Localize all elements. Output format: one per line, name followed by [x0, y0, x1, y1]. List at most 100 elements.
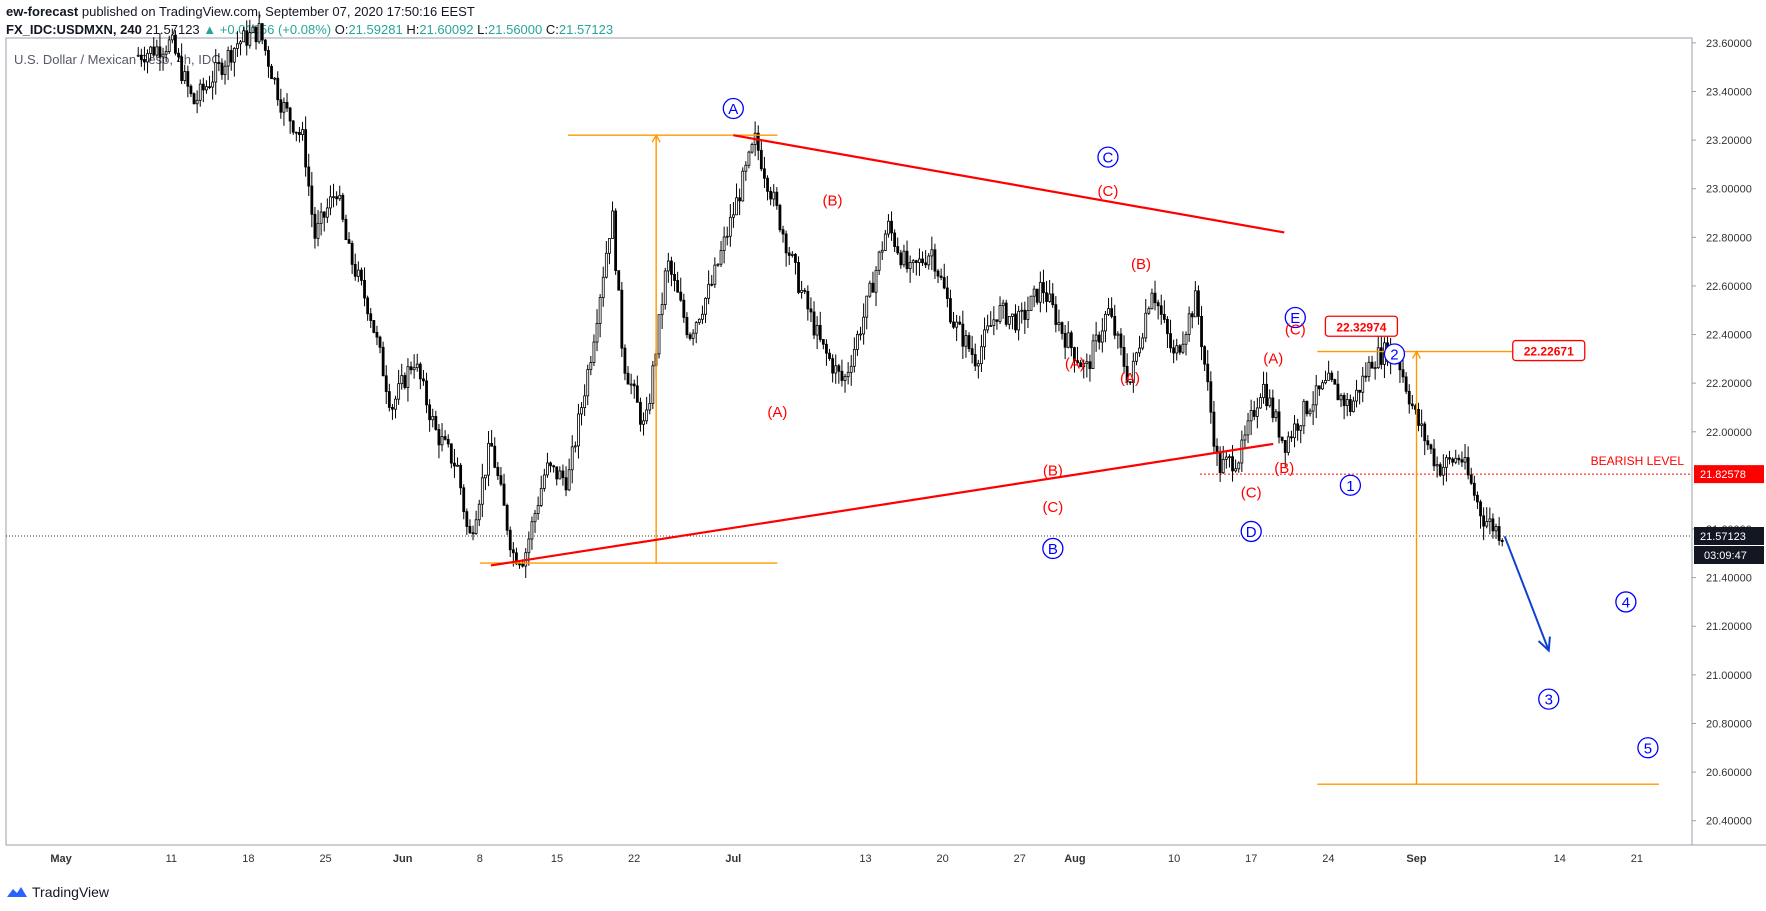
candle-body [1200, 316, 1203, 348]
candle-161 [635, 375, 639, 403]
footer-brand[interactable]: TradingView [32, 884, 110, 900]
candle-body [1026, 310, 1030, 320]
candle-body [1491, 518, 1495, 532]
candle-27 [220, 58, 224, 80]
candle-251 [914, 259, 918, 276]
candle-144 [583, 384, 587, 416]
wave-circle [1097, 146, 1119, 168]
candle-300 [1066, 321, 1070, 349]
candle-415 [1423, 421, 1427, 456]
candle-263 [952, 311, 955, 329]
publish-info: ew-forecast published on TradingView.com… [6, 4, 475, 19]
candle-400 [1376, 336, 1380, 369]
candle-286 [1023, 301, 1027, 334]
candle-body [1085, 361, 1089, 364]
candle-18 [192, 92, 196, 105]
candle-body [561, 470, 565, 479]
publisher-name[interactable]: ew-forecast [6, 4, 79, 19]
candle-295 [1051, 283, 1055, 308]
candle-body [1448, 457, 1451, 460]
candle-386 [1333, 378, 1337, 385]
candle-body [201, 83, 205, 91]
candle-body [267, 50, 270, 67]
candle-238 [874, 266, 878, 307]
trendlines [490, 134, 1551, 653]
candle-208 [781, 225, 785, 243]
candle-358 [1246, 412, 1250, 444]
candle-body [1159, 305, 1163, 315]
wave-blue-9: 5 [1637, 737, 1659, 759]
candle-body [697, 318, 701, 323]
wave-blue-6: 2 [1383, 343, 1406, 365]
candle-body [549, 462, 552, 467]
candle-5 [152, 37, 156, 58]
candle-body [1203, 346, 1207, 365]
candle-68 [347, 232, 351, 244]
candle-256 [930, 236, 934, 271]
candle-88 [409, 361, 413, 375]
candle-188 [719, 241, 723, 268]
candle-body [462, 487, 466, 513]
candle-body [298, 132, 301, 136]
candle-343 [1200, 306, 1203, 361]
candle-434 [1482, 507, 1486, 541]
candle-body [1187, 313, 1191, 335]
candle-body [1479, 501, 1482, 517]
candle-24 [211, 70, 215, 100]
candle-body [1262, 383, 1265, 399]
candle-9 [164, 45, 168, 63]
candle-body [747, 151, 751, 166]
candle-222 [825, 339, 828, 366]
candle-104 [459, 463, 463, 495]
candle-body [459, 464, 463, 489]
candle-body [322, 211, 326, 218]
candle-body [1237, 462, 1241, 470]
candle-body [1231, 456, 1234, 472]
candle-body [905, 250, 909, 270]
candle-body [270, 65, 273, 80]
candle-240 [880, 241, 884, 261]
candle-158 [626, 366, 630, 385]
candle-330 [1159, 294, 1163, 325]
candle-312 [1104, 310, 1107, 343]
candle-body [372, 320, 376, 333]
candle-body [868, 282, 872, 297]
time-axis[interactable]: May 11 18 25 Jun 8 15 22 Jul 13 20 27 Aug 10 17 24 Sep 14… [50, 853, 1643, 865]
x-tick-label: 13 [859, 853, 871, 865]
y-tick-label: 23.40000 [1706, 86, 1752, 98]
candle-92 [422, 369, 425, 386]
candle-body [186, 71, 190, 87]
candle-213 [797, 256, 800, 295]
candle-body [1079, 362, 1083, 368]
candle-body [670, 260, 673, 275]
candle-169 [660, 292, 664, 329]
candle-374 [1296, 418, 1300, 441]
candle-body [728, 216, 732, 237]
candle-body [232, 47, 236, 63]
trendline-1 [490, 442, 1274, 567]
x-tick-label: 25 [319, 853, 331, 865]
candle-body [651, 365, 655, 404]
candle-body [871, 282, 875, 293]
candle-body [1113, 316, 1117, 336]
candle-114 [490, 430, 494, 447]
candle-body [1051, 293, 1055, 306]
candle-body [468, 526, 472, 534]
candle-body [608, 238, 611, 254]
candle-body [406, 366, 410, 388]
candle-body [453, 462, 456, 467]
price-axis[interactable]: 23.60000 23.40000 23.20000 23.00000 22.80000… [1692, 38, 1752, 828]
candle-body [995, 319, 999, 322]
candle-134 [552, 464, 556, 473]
candle-body [1370, 361, 1374, 369]
candle-112 [484, 474, 487, 491]
candle-body [555, 466, 559, 480]
candle-body [490, 442, 494, 447]
candle-body [313, 213, 317, 239]
candle-324 [1141, 332, 1145, 351]
candle-136 [558, 466, 562, 480]
candle-163 [642, 412, 645, 436]
candle-body [1299, 425, 1303, 431]
candle-180 [694, 321, 698, 344]
